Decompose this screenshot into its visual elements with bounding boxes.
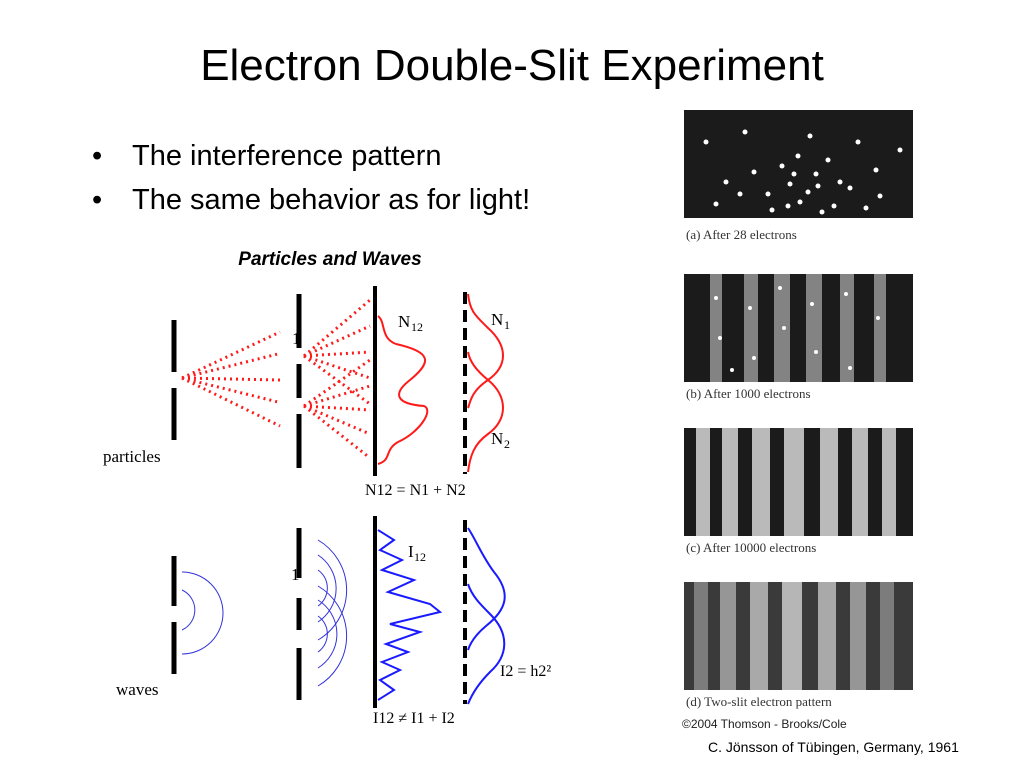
- bullet-dot-icon: •: [92, 184, 103, 216]
- n1-label: N 1: [491, 310, 510, 332]
- i1-intensity-curve: [467, 527, 506, 651]
- n12-distribution-curve: [377, 315, 429, 465]
- particles-label: particles: [103, 447, 161, 466]
- n2-label: N 2: [491, 429, 510, 451]
- fringes-c: [696, 428, 896, 536]
- wave-equation: I12 ≠ I1 + I2: [373, 710, 455, 727]
- bullet-item: • The interference pattern: [92, 134, 530, 178]
- svg-text:N: N: [491, 310, 503, 329]
- slit-marker-top: 1: [292, 329, 301, 348]
- particles-section: 1 particles N 12 N 1 N 2 N12 = N1 + N2: [103, 286, 510, 499]
- bullet-list: • The interference pattern • The same beha…: [92, 134, 530, 222]
- electron-pattern-photos: (a) After 28 electrons (b) After 1000 el…: [680, 108, 920, 736]
- svg-text:2: 2: [504, 437, 510, 451]
- caption-c: (c) After 10000 electrons: [686, 540, 816, 555]
- electron-dots-b: [714, 286, 880, 372]
- i12-label: I 12: [408, 542, 426, 564]
- bullet-dot-icon: •: [92, 140, 103, 172]
- fringes-d: [694, 582, 894, 690]
- particles-waves-diagram: Particles and Waves: [103, 249, 551, 727]
- wave-single-equation: I2 = h2²: [500, 663, 551, 680]
- svg-text:N: N: [491, 429, 503, 448]
- waves-label: waves: [116, 680, 158, 699]
- caption-a: (a) After 28 electrons: [686, 227, 797, 242]
- svg-text:I: I: [408, 542, 414, 561]
- photo-stack: (a) After 28 electrons (b) After 1000 el…: [682, 110, 913, 731]
- svg-text:12: 12: [414, 550, 426, 564]
- caption-b: (b) After 1000 electrons: [686, 386, 811, 401]
- bullet-text: The interference pattern: [132, 140, 442, 172]
- particle-paths-out: [303, 298, 371, 460]
- photo-copyright: ©2004 Thomson - Brooks/Cole: [682, 717, 847, 731]
- fringes-b: [710, 274, 886, 382]
- slit-marker-bottom: 1: [291, 565, 300, 584]
- n2-distribution-curve: [467, 351, 504, 473]
- i2-intensity-curve: [467, 583, 506, 705]
- bullet-text: The same behavior as for light!: [132, 184, 531, 216]
- svg-text:N: N: [398, 312, 410, 331]
- wave-arcs-in: [181, 571, 224, 655]
- diagram-heading: Particles and Waves: [238, 249, 421, 270]
- n12-label: N 12: [398, 312, 423, 334]
- electron-dots-a: [703, 129, 903, 215]
- waves-section: 1 waves I 12 I2 = h2² I12 ≠ I1 + I2: [116, 516, 551, 727]
- i12-interference-curve: [377, 529, 443, 701]
- svg-text:1: 1: [504, 318, 510, 332]
- caption-d: (d) Two-slit electron pattern: [686, 694, 832, 709]
- photo-credit: C. Jönsson of Tübingen, Germany, 1961: [708, 739, 959, 755]
- slide-title: Electron Double-Slit Experiment: [200, 41, 824, 90]
- bullet-item: • The same behavior as for light!: [92, 178, 530, 222]
- particle-paths-in: [181, 330, 281, 428]
- wave-arcs-out: [317, 539, 348, 687]
- svg-text:12: 12: [411, 320, 423, 334]
- n1-distribution-curve: [467, 293, 504, 409]
- particle-equation: N12 = N1 + N2: [365, 482, 466, 499]
